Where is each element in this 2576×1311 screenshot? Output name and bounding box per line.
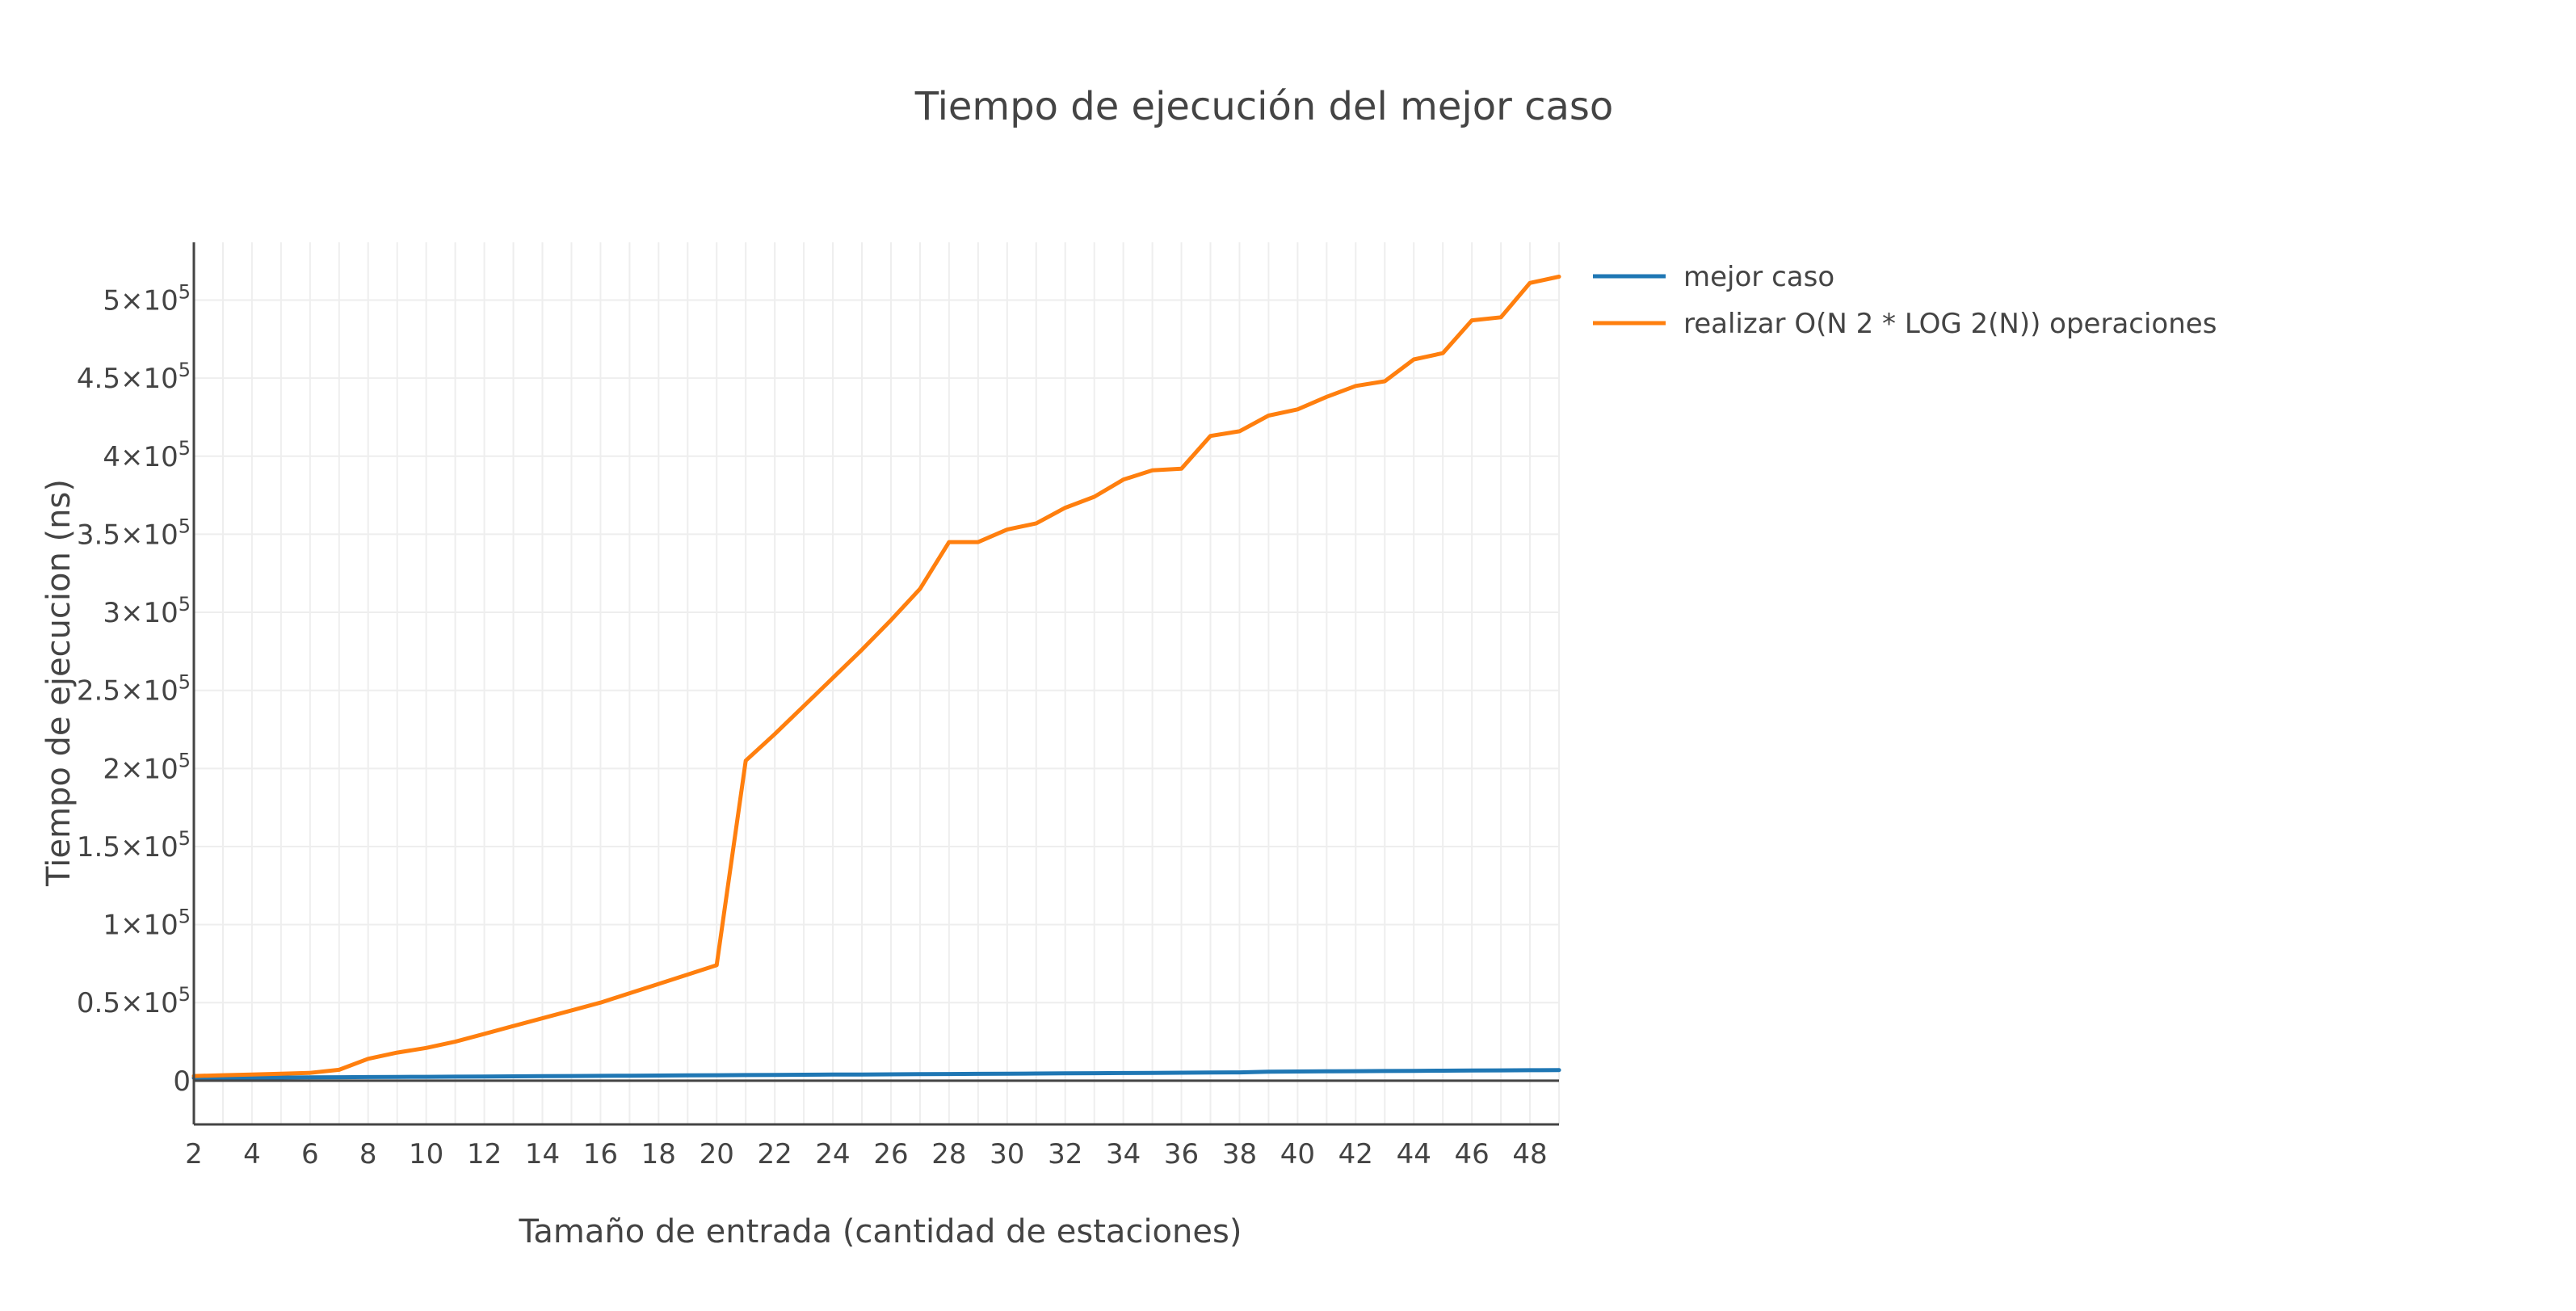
legend: mejor caso realizar O(N 2 * LOG 2(N)) ope… <box>1593 261 2217 340</box>
series-line-1 <box>191 1068 1561 1080</box>
x-tick-label: 36 <box>1164 1138 1199 1170</box>
x-tick-label: 24 <box>815 1138 850 1170</box>
x-tick-label: 12 <box>467 1138 502 1170</box>
x-tick-label: 42 <box>1338 1138 1373 1170</box>
grid-lines <box>193 242 1560 1124</box>
axes <box>192 242 1559 1126</box>
y-tick-label: 1.5×105 <box>77 827 191 863</box>
x-tick-label: 10 <box>409 1138 443 1170</box>
y-tick-label: 3.5×105 <box>77 515 191 551</box>
x-axis-ticks: 2 4 6 8 10 12 14 16 18 20 22 24 26 28 30 32 34 36 38 40 42 44… <box>185 1138 1547 1170</box>
x-tick-label: 46 <box>1454 1138 1489 1170</box>
series-lines <box>191 275 1561 1080</box>
legend-label-1: mejor caso <box>1683 261 1834 293</box>
y-tick-label: 5×105 <box>103 281 191 317</box>
y-tick-label: 4×105 <box>103 437 191 473</box>
x-tick-label: 8 <box>359 1138 377 1170</box>
x-tick-label: 26 <box>873 1138 908 1170</box>
y-tick-label: 2.5×105 <box>77 671 191 708</box>
x-tick-label: 30 <box>990 1138 1024 1170</box>
legend-label-2: realizar O(N 2 * LOG 2(N)) operaciones <box>1683 308 2217 340</box>
x-tick-label: 38 <box>1222 1138 1257 1170</box>
y-tick-label: 3×105 <box>103 593 191 629</box>
x-tick-label: 34 <box>1106 1138 1141 1170</box>
chart-title: Tiempo de ejecución del mejor caso <box>914 84 1614 129</box>
series-line-2 <box>191 275 1561 1078</box>
x-tick-label: 2 <box>185 1138 203 1170</box>
x-tick-label: 6 <box>301 1138 319 1170</box>
x-tick-label: 20 <box>700 1138 734 1170</box>
y-tick-label: 4.5×105 <box>77 359 191 395</box>
x-tick-label: 14 <box>525 1138 560 1170</box>
x-tick-label: 28 <box>931 1138 966 1170</box>
y-tick-label: 0.5×105 <box>77 983 191 1019</box>
x-tick-label: 32 <box>1048 1138 1082 1170</box>
y-axis-ticks: 0 0.5×105 1×105 1.5×105 2×105 2.5×105 3×105 3.5… <box>77 281 191 1098</box>
x-axis-title: Tamaño de entrada (cantidad de estacione… <box>519 1213 1242 1250</box>
y-axis-title: Tiempo de ejecucion (ns) <box>40 479 78 887</box>
x-tick-label: 4 <box>243 1138 261 1170</box>
y-tick-label: 0 <box>173 1065 191 1098</box>
x-tick-label: 16 <box>583 1138 618 1170</box>
x-tick-label: 18 <box>641 1138 676 1170</box>
x-tick-label: 44 <box>1397 1138 1431 1170</box>
x-tick-label: 48 <box>1512 1138 1547 1170</box>
x-tick-label: 22 <box>758 1138 792 1170</box>
x-tick-label: 40 <box>1280 1138 1315 1170</box>
y-tick-label: 2×105 <box>103 749 191 785</box>
y-tick-label: 1×105 <box>103 906 191 942</box>
